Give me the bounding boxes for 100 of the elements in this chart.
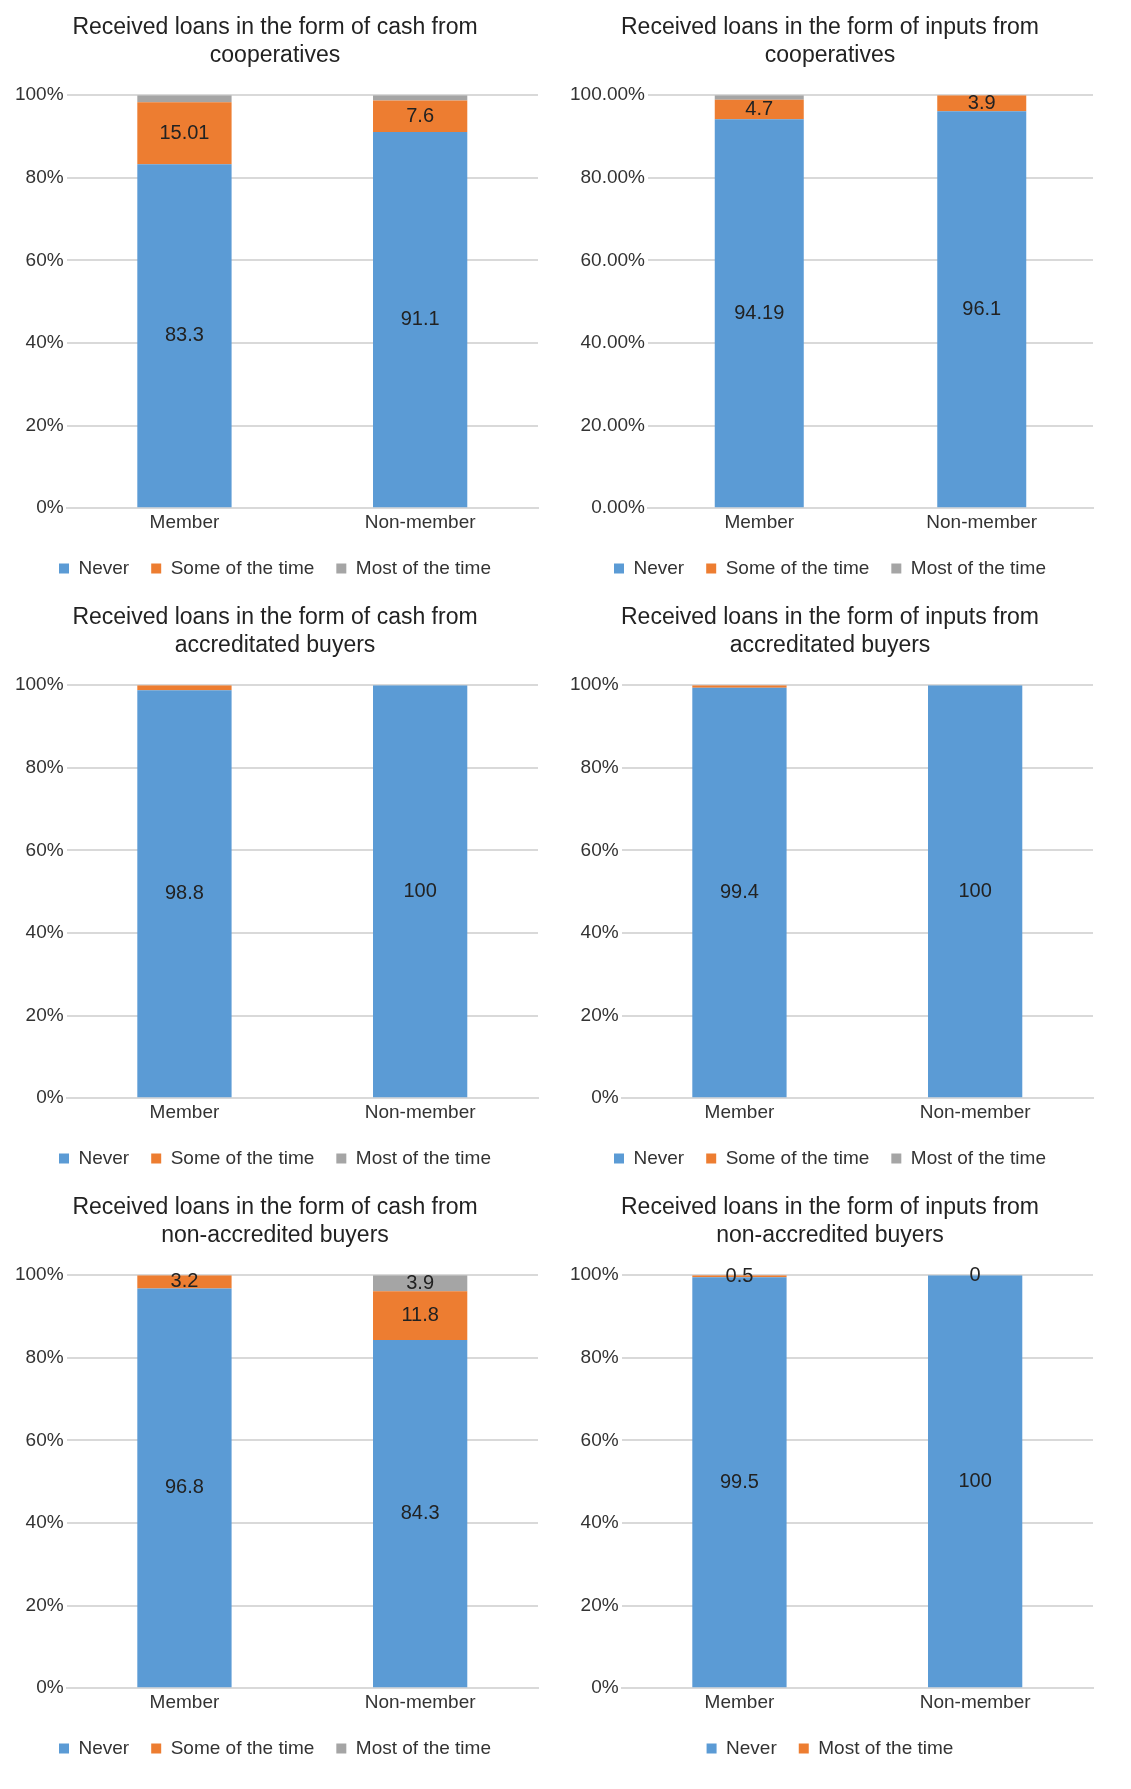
legend-label: Never: [633, 556, 685, 578]
y-tick-label: 80%: [580, 1346, 619, 1368]
x-tick-label: Non-member: [919, 1690, 1032, 1712]
legend-label: Never: [78, 556, 130, 578]
data-label: 94.19: [734, 300, 785, 323]
y-tick-label: 80%: [25, 756, 64, 778]
bar: [714, 99, 804, 120]
y-tick-label: 40%: [580, 921, 619, 943]
bar: [373, 100, 468, 132]
x-tick-label: Member: [149, 1100, 220, 1122]
y-tick-label: 60%: [25, 248, 64, 270]
y-tick-label: 60%: [580, 838, 619, 860]
y-tick-label: 40.00%: [580, 331, 646, 353]
legend-label: Most of the time: [818, 1736, 954, 1758]
x-tick-label: Member: [704, 1690, 775, 1712]
data-label: 98.8: [164, 881, 204, 904]
bar: [137, 102, 232, 165]
data-label: 3.2: [170, 1269, 199, 1292]
y-tick-label: 100%: [569, 1263, 619, 1285]
bar: [137, 1288, 232, 1688]
y-tick-label: 40%: [25, 331, 64, 353]
chart-title: Received loans in the form of inputs from accreditated buyers: [620, 603, 1040, 657]
legend-label: Some of the time: [725, 1146, 870, 1168]
x-tick-label: Non-member: [919, 1100, 1032, 1122]
data-label: 84.3: [400, 1501, 440, 1524]
y-tick-label: 40%: [580, 1511, 619, 1533]
y-tick-label: 0%: [36, 496, 64, 518]
y-tick-label: 0%: [591, 1086, 619, 1108]
data-label: 96.8: [164, 1475, 204, 1498]
legend-label: Most of the time: [910, 1146, 1046, 1168]
legend-label: Some of the time: [170, 556, 315, 578]
x-tick-label: Non-member: [364, 1100, 477, 1122]
data-label: 100: [403, 878, 437, 901]
x-tick-label: Member: [704, 1100, 775, 1122]
bar: [714, 119, 804, 508]
chart-title: Received loans in the form of cash from accreditated buyers: [72, 603, 478, 657]
bar: [937, 111, 1027, 508]
x-tick-label: Member: [149, 1690, 220, 1712]
y-tick-label: 80%: [580, 756, 619, 778]
data-label: 4.7: [745, 97, 774, 120]
y-tick-label: 20%: [25, 413, 64, 435]
y-tick-label: 100%: [569, 673, 619, 695]
y-tick-label: 80.00%: [580, 166, 646, 188]
y-tick-label: 0.00%: [591, 496, 646, 518]
legend-label: Never: [726, 1736, 778, 1758]
chart-title: Received loans in the form of cash from cooperatives: [72, 13, 478, 67]
y-tick-label: 100%: [14, 673, 64, 695]
bar: [373, 95, 468, 101]
y-tick-label: 0%: [591, 1676, 619, 1698]
x-tick-label: Non-member: [926, 510, 1038, 532]
legend-label: Some of the time: [170, 1736, 315, 1758]
x-tick-label: Non-member: [364, 1690, 477, 1712]
data-label: 7.6: [406, 103, 435, 126]
bar: [373, 1340, 468, 1688]
data-label: 100: [958, 878, 992, 901]
data-label: 91.1: [400, 307, 440, 330]
y-tick-label: 20%: [25, 1593, 64, 1615]
legend-label: Most of the time: [355, 1146, 491, 1168]
legend-label: Never: [78, 1736, 130, 1758]
data-label: 100: [958, 1468, 992, 1491]
bar: [373, 1291, 468, 1341]
x-tick-label: Non-member: [364, 510, 477, 532]
y-tick-label: 100%: [14, 83, 64, 105]
y-tick-label: 40%: [25, 921, 64, 943]
data-label: 96.1: [962, 296, 1002, 319]
bar: [137, 164, 232, 508]
chart-title: Received loans in the form of inputs from cooperatives: [620, 13, 1040, 67]
y-tick-label: 20%: [580, 1593, 619, 1615]
y-tick-label: 60%: [25, 1428, 64, 1450]
y-tick-label: 60%: [580, 1428, 619, 1450]
data-label: 99.4: [719, 879, 759, 902]
legend-label: Most of the time: [355, 1736, 491, 1758]
data-label: 99.5: [719, 1469, 759, 1492]
y-tick-label: 20.00%: [580, 413, 646, 435]
legend-label: Most of the time: [910, 556, 1046, 578]
x-tick-label: Member: [724, 510, 795, 532]
y-tick-label: 40%: [25, 1511, 64, 1533]
y-tick-label: 60%: [25, 838, 64, 860]
bar: [373, 131, 468, 508]
legend-label: Never: [78, 1146, 130, 1168]
data-label: 15.01: [159, 120, 210, 143]
y-tick-label: 80%: [25, 1346, 64, 1368]
data-label: 3.9: [406, 1270, 435, 1293]
legend-label: Most of the time: [355, 556, 491, 578]
legend-label: Some of the time: [170, 1146, 315, 1168]
data-label: 83.3: [164, 323, 204, 346]
x-tick-label: Member: [149, 510, 220, 532]
legend-label: Some of the time: [725, 556, 870, 578]
y-tick-label: 100%: [14, 1263, 64, 1285]
data-label: 3.9: [967, 90, 996, 113]
y-tick-label: 20%: [580, 1003, 619, 1025]
y-tick-label: 60.00%: [580, 248, 646, 270]
y-tick-label: 0%: [36, 1086, 64, 1108]
chart-title: Received loans in the form of inputs from non-accredited buyers: [620, 1193, 1040, 1247]
y-tick-label: 0%: [36, 1676, 64, 1698]
chart-title: Received loans in the form of cash from non-accredited buyers: [72, 1193, 478, 1247]
data-label: 11.8: [401, 1303, 439, 1326]
legend-label: Never: [633, 1146, 685, 1168]
y-tick-label: 80%: [25, 166, 64, 188]
y-tick-label: 20%: [25, 1003, 64, 1025]
